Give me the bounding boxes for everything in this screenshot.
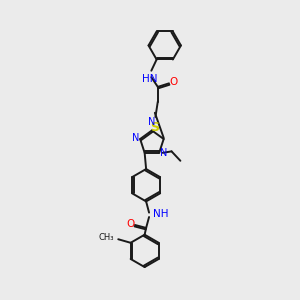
Text: N: N (160, 148, 167, 158)
Text: N: N (148, 117, 156, 127)
Text: HN: HN (142, 74, 158, 84)
Text: S: S (150, 121, 159, 134)
Text: CH₃: CH₃ (99, 233, 114, 242)
Text: N: N (132, 133, 140, 143)
Text: NH: NH (153, 209, 169, 219)
Text: O: O (169, 77, 177, 88)
Text: O: O (127, 219, 135, 229)
